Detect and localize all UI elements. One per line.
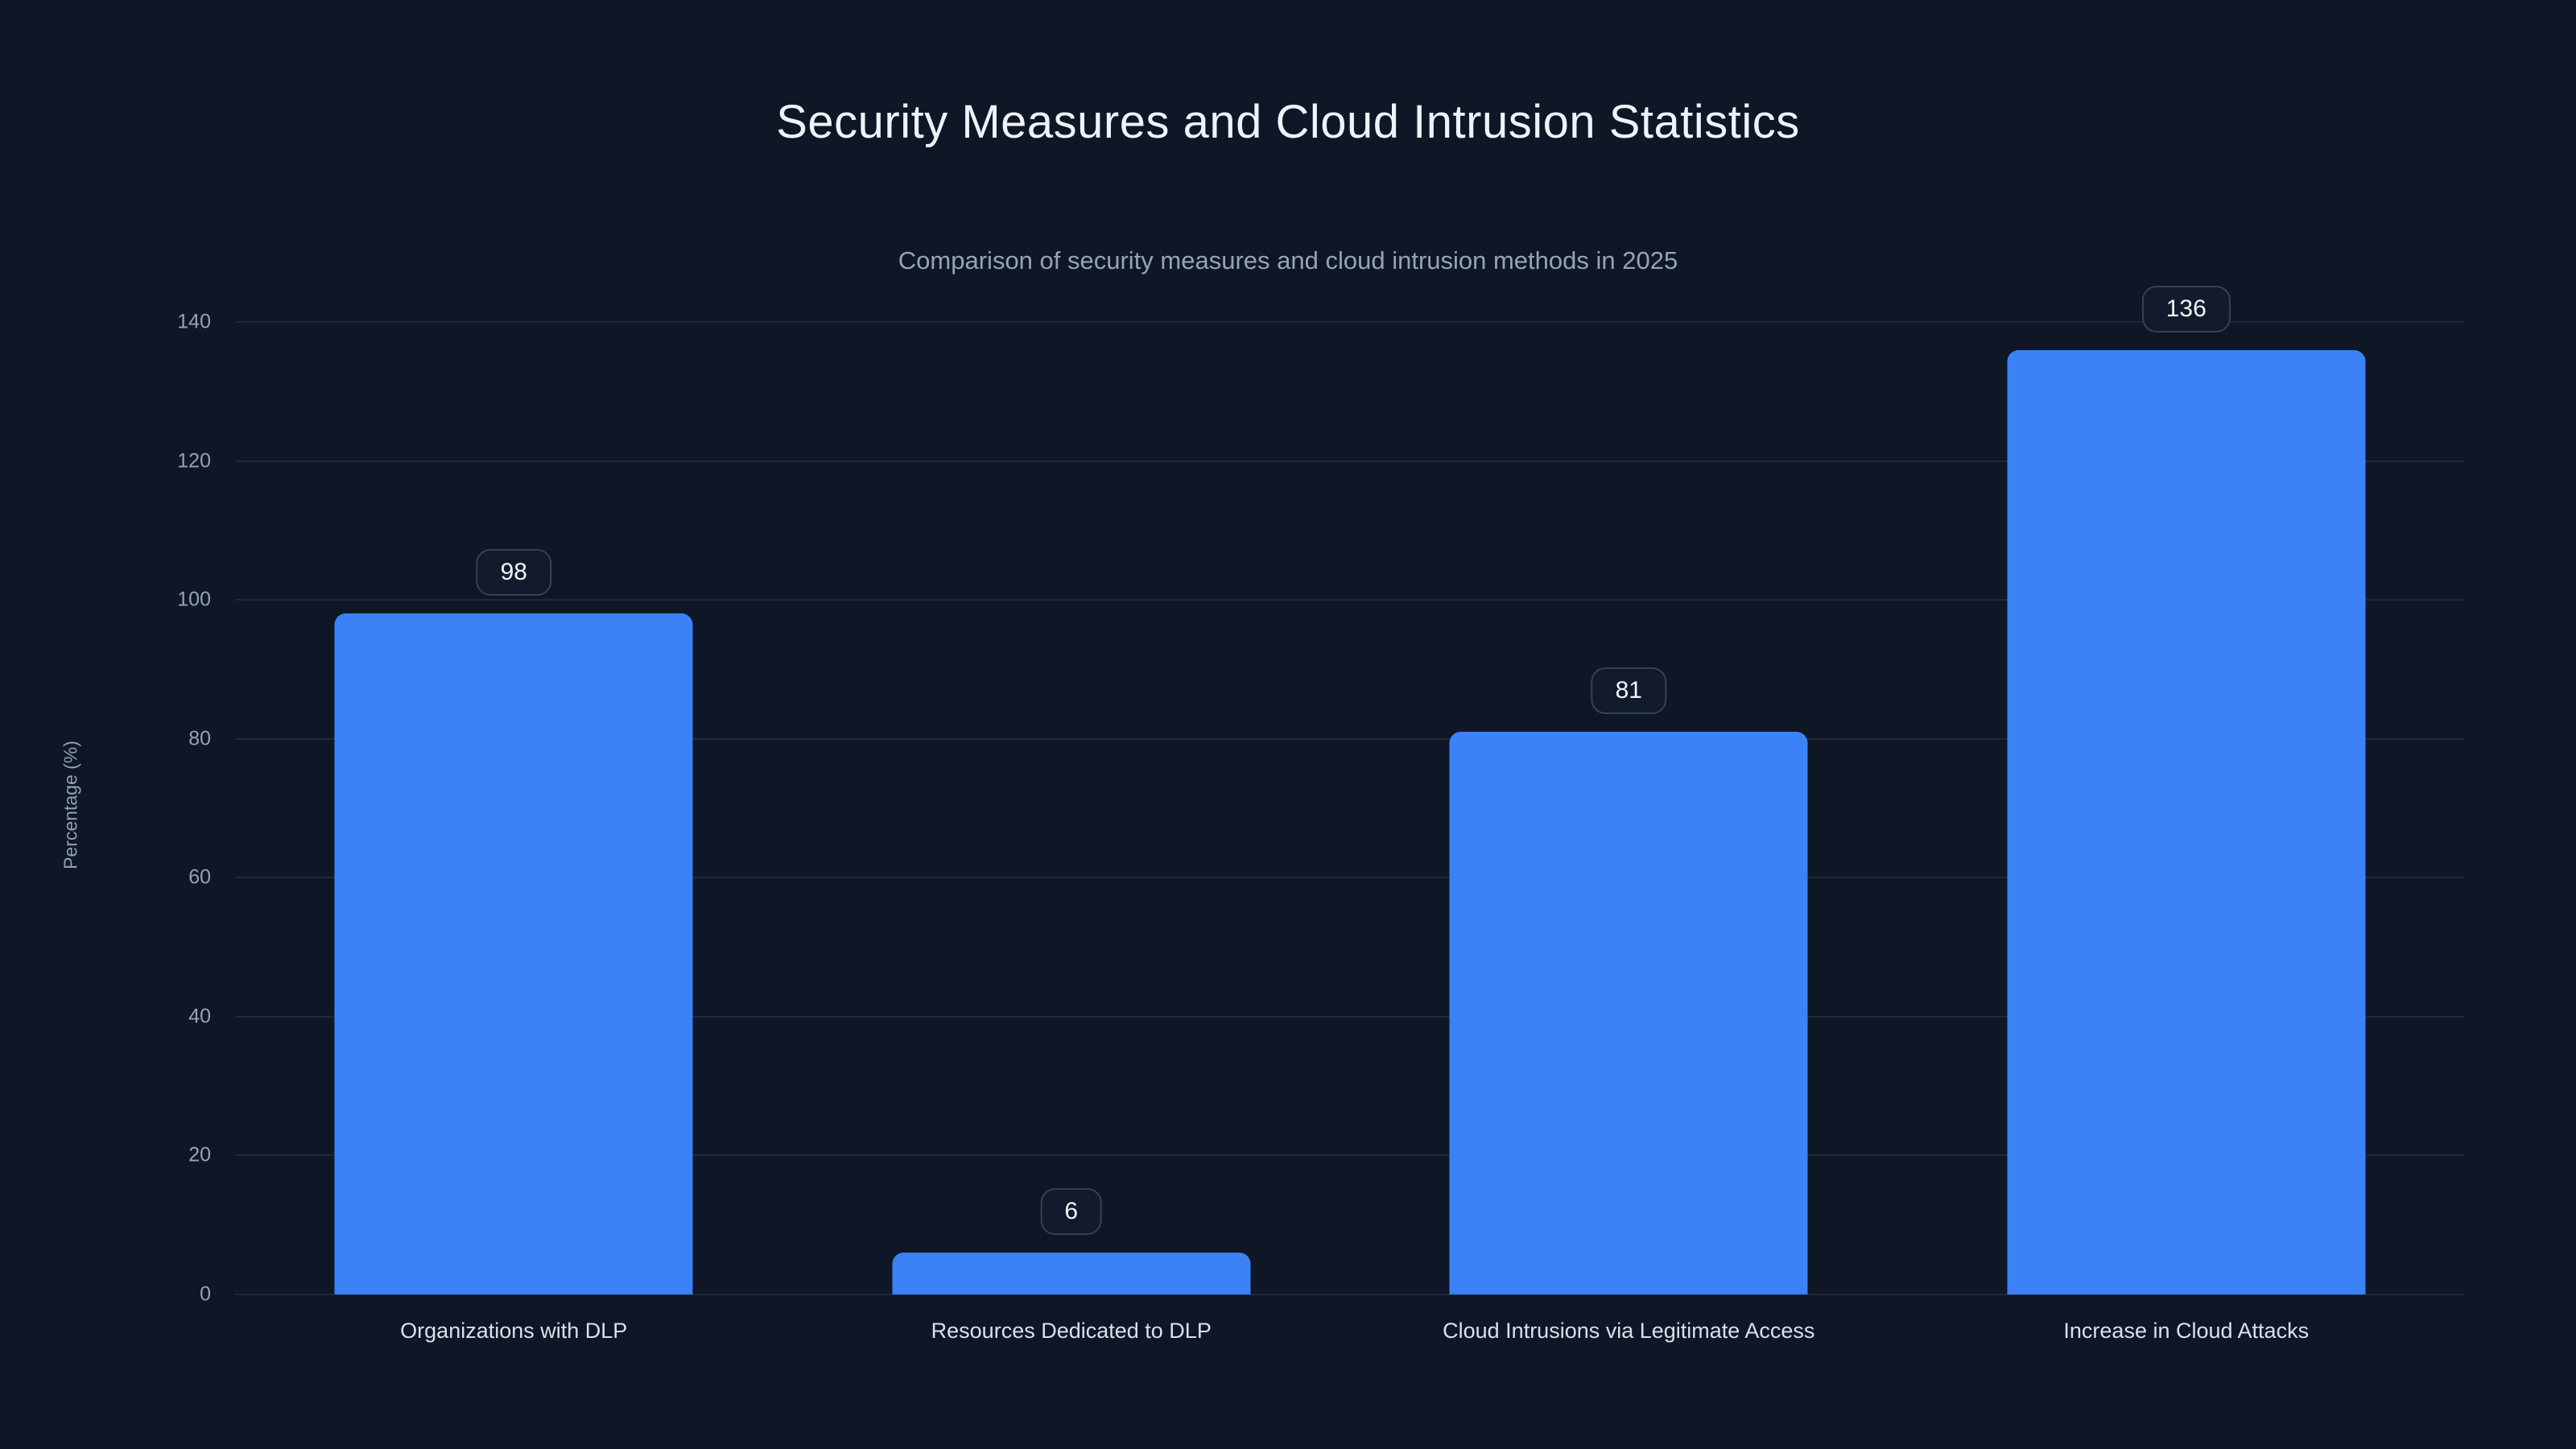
page-title: Security Measures and Cloud Intrusion St… [776, 96, 1800, 148]
y-tick-label: 0 [200, 1282, 211, 1306]
page-subtitle: Comparison of security measures and clou… [898, 246, 1678, 275]
category-label: Resources Dedicated to DLP [931, 1319, 1212, 1343]
bar [334, 613, 693, 1294]
y-axis-title: Percentage (%) [60, 741, 81, 869]
bar-value-badge: 81 [1591, 667, 1666, 715]
category-label: Organizations with DLP [400, 1319, 628, 1343]
bar [892, 1253, 1251, 1294]
bar-value-badge: 98 [476, 549, 551, 597]
bar-value-badge: 136 [2141, 285, 2231, 332]
bar [2007, 349, 2366, 1294]
bar-slot: 6 Resources Dedicated to DLP [793, 322, 1351, 1343]
bar [1449, 732, 1808, 1294]
y-tick-label: 100 [177, 588, 211, 611]
y-tick-label: 120 [177, 449, 211, 473]
plot-area: 0 20 40 60 80 100 120 140 98 Organizations with D… [177, 285, 2466, 1343]
bar-slot: 98 Organizations with DLP [235, 322, 793, 1343]
y-tick-label: 20 [188, 1143, 211, 1166]
y-tick-label: 40 [188, 1005, 211, 1028]
y-tick-label: 140 [177, 310, 211, 333]
y-tick-label: 60 [188, 865, 211, 889]
bar-value-badge: 6 [1040, 1188, 1103, 1236]
bar-slot: 136 Increase in Cloud Attacks [1908, 285, 2466, 1343]
category-label: Increase in Cloud Attacks [2063, 1319, 2310, 1343]
bar-slot: 81 Cloud Intrusions via Legitimate Access [1350, 322, 1908, 1343]
y-tick-label: 80 [188, 727, 211, 750]
category-label: Cloud Intrusions via Legitimate Access [1443, 1319, 1815, 1343]
